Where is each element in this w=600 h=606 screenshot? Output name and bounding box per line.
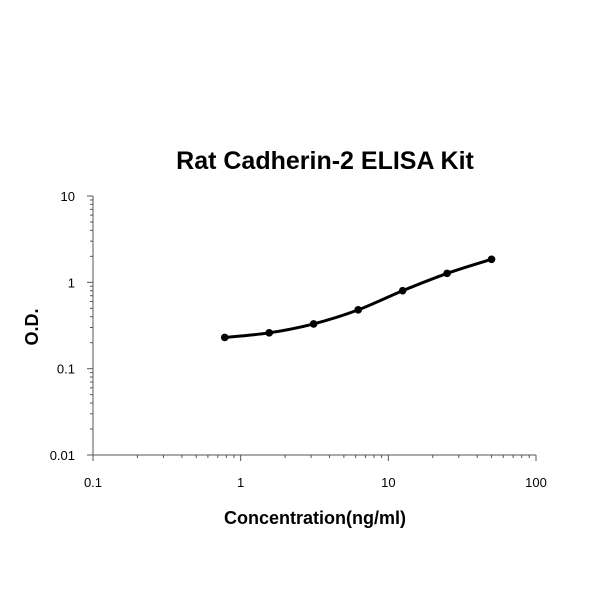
fit-curve bbox=[223, 257, 493, 339]
x-tick-label: 10 bbox=[381, 475, 395, 490]
y-tick-label: 0.01 bbox=[50, 448, 75, 463]
y-tick-label: 10 bbox=[61, 189, 75, 204]
plot-area bbox=[220, 255, 496, 342]
x-axis-label: Concentration(ng/ml) bbox=[224, 508, 406, 528]
y-tick-label: 1 bbox=[68, 275, 75, 290]
x-tick-label: 1 bbox=[237, 475, 244, 490]
y-tick-label: 0.1 bbox=[57, 362, 75, 377]
data-point bbox=[354, 306, 362, 314]
data-point bbox=[220, 333, 229, 342]
data-point bbox=[265, 329, 273, 337]
data-point bbox=[309, 320, 318, 328]
data-point bbox=[398, 286, 407, 295]
data-point bbox=[487, 255, 496, 264]
y-axis-label: O.D. bbox=[22, 308, 42, 345]
axes: 0.01 0.1 1 10 0.1 1 10 100 bbox=[50, 189, 547, 490]
x-tick-label: 100 bbox=[525, 475, 547, 490]
chart-title: Rat Cadherin-2 ELISA Kit bbox=[176, 147, 474, 175]
data-point bbox=[443, 269, 451, 278]
x-tick-label: 0.1 bbox=[84, 475, 102, 490]
